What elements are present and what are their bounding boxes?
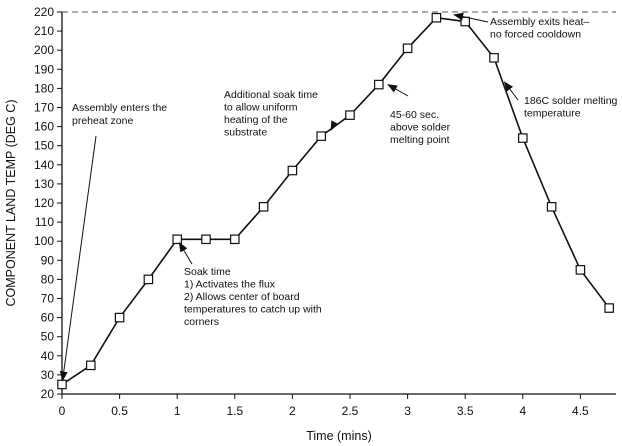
annotation-preheat: Assembly enters the preheat zone [72,102,167,127]
y-tick-label: 200 [34,43,54,57]
annotation-additional-soak: Additional soak time to allow uniform heat… [224,89,318,139]
annotation-exits-heat-line-1: Assembly exits heat– [490,16,589,28]
annotations: Assembly enters the preheat zone Soak tim… [72,16,618,328]
y-tick-label: 170 [34,101,54,115]
data-points [57,12,614,390]
annotation-soak-line-3: 2) Allows center of board [184,291,300,303]
data-point-marker [230,234,240,245]
annotation-arrow [453,12,489,23]
annotation-arrow [59,135,97,382]
x-tick-label: 3.5 [457,404,474,418]
annotation-preheat-line-1: Assembly enters the [72,102,167,114]
y-tick-label: 50 [41,330,55,344]
annotation-solder-melt-line-2: temperature [524,108,581,120]
axes [61,12,616,395]
data-point-marker [546,202,557,212]
annotation-add-soak-line-1: Additional soak time [224,89,318,101]
y-tick-label: 140 [34,158,54,172]
y-tick-label: 110 [35,215,54,229]
annotation-arrow [178,241,193,265]
x-axis-ticks: 0 0.5 1 1.5 2 2.5 3 3.5 4 4.5 [59,394,589,418]
annotation-preheat-line-2: preheat zone [72,115,133,127]
y-tick-label: 70 [41,292,55,306]
x-tick-label: 4 [519,404,526,418]
data-point-marker [201,234,211,245]
x-tick-label: 3 [404,404,411,418]
y-tick-label: 80 [41,272,55,286]
y-tick-label: 150 [34,139,54,153]
y-tick-label: 220 [34,5,54,19]
annotation-add-soak-line-2: to allow uniform [224,102,298,114]
y-tick-label: 30 [41,368,55,382]
y-tick-label: 100 [34,234,54,248]
annotation-arrows [59,12,519,382]
annotation-soak-line-1: Soak time [184,266,231,278]
data-point-marker [402,43,413,54]
annotation-above-melt-line-1: 45-60 sec. [390,109,439,121]
data-point-marker [374,79,384,90]
x-tick-label: 2.5 [342,404,359,418]
data-point-marker [114,312,125,323]
annotation-soak-line-5: corners [184,316,219,328]
data-point-marker [57,379,67,390]
y-tick-label: 160 [34,120,54,134]
x-tick-label: 4.5 [572,404,589,418]
x-axis-title: Time (mins) [306,429,372,443]
data-point-marker [431,12,442,23]
y-tick-label: 40 [41,349,55,363]
annotation-above-melting: 45-60 sec. above solder melting point [390,109,451,146]
data-point-marker [345,110,355,120]
annotation-above-melt-line-3: melting point [390,134,450,146]
data-point-marker [517,133,528,143]
annotation-arrow [330,120,339,132]
y-tick-label: 190 [34,62,54,76]
annotation-solder-melt-line-1: 186C solder melting [524,95,618,107]
y-tick-label: 180 [34,81,54,95]
annotation-add-soak-line-3: heating of the [224,114,288,126]
data-point-marker [143,274,154,285]
x-tick-label: 0.5 [111,404,128,418]
annotation-solder-melting: 186C solder melting temperature [524,95,618,120]
annotation-soak-line-2: 1) Activates the flux [184,279,276,291]
svg-text:Assembly exits heat–no forced: Assembly exits heat– no forced cooldown [490,16,589,41]
annotation-soak-time: Soak time 1) Activates the flux 2) Allows … [184,266,322,328]
y-tick-label: 60 [41,311,55,325]
annotation-add-soak-line-4: substrate [224,127,267,139]
annotation-soak-line-4: temperatures to catch up with [184,304,322,316]
y-tick-label: 90 [41,253,55,267]
x-tick-label: 1 [174,404,181,418]
y-tick-label: 130 [34,177,54,191]
data-point-marker [172,234,182,245]
data-point-marker [316,131,326,141]
annotation-exits-heat: Assembly exits heat– no forced cooldown [490,16,589,41]
data-point-marker [258,202,269,212]
annotation-arrow [503,81,519,101]
data-point-marker [287,165,298,176]
y-tick-label: 20 [41,387,55,401]
y-tick-label: 210 [34,24,54,38]
x-tick-label: 0 [59,404,66,418]
annotation-exits-heat-line-2: no forced cooldown [490,29,581,41]
temperature-series-line [61,16,610,386]
y-tick-label: 120 [34,196,54,210]
x-tick-label: 1.5 [226,404,243,418]
data-point-marker [604,303,614,313]
data-point-marker [489,53,499,63]
data-point-marker [575,265,586,275]
y-axis-title: COMPONENT LAND TEMP (DEG C) [4,100,18,307]
y-axis-ticks: 20 30 40 50 60 70 80 90 100 110 120 130 140 150 160 170… [34,5,62,401]
annotation-above-melt-line-2: above solder [390,122,451,134]
data-point-marker [460,16,470,27]
annotation-arrow [387,84,409,97]
data-point-marker [85,360,96,371]
x-tick-label: 2 [289,404,296,418]
